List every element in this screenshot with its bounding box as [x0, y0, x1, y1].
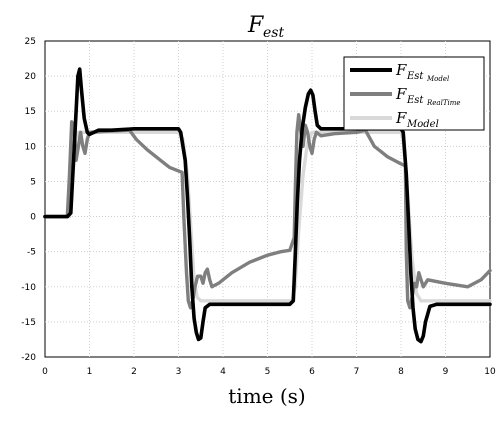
y-tick-label: 0	[30, 213, 36, 223]
y-tick-label: 20	[25, 72, 37, 82]
legend: F Est Model F Est RealTime F Model	[343, 56, 485, 131]
series-line-est-model	[43, 67, 492, 344]
legend-sub2-est-model: Model	[426, 75, 449, 83]
y-tick-label: -15	[21, 318, 36, 328]
x-tick-label: 3	[176, 367, 182, 377]
chart-title-main: F	[247, 13, 264, 38]
x-tick-label: 5	[265, 367, 271, 377]
series-lines	[43, 67, 492, 344]
legend-label-model: F	[395, 109, 407, 127]
legend-item-est-realtime: F Est RealTime	[350, 85, 461, 107]
x-tick-label: 1	[87, 367, 93, 377]
x-tick-label: 7	[354, 367, 360, 377]
chart-title: F est	[247, 13, 284, 41]
y-axis-ticks: 25 20 15 10 5 0 -5 -10 -15 -20	[21, 37, 36, 363]
x-tick-label: 0	[42, 367, 48, 377]
x-axis-label: time (s)	[228, 384, 305, 408]
y-tick-label: 25	[25, 37, 36, 47]
y-tick-label: 15	[25, 107, 36, 117]
x-axis-ticks: 0 1 2 3 4 5 6 7 8 9 10	[42, 367, 496, 377]
y-tick-label: -20	[21, 353, 36, 363]
legend-label-est-realtime: F	[395, 85, 407, 103]
x-tick-label: 10	[484, 367, 496, 377]
y-tick-label: 10	[25, 142, 37, 152]
y-tick-label: 5	[30, 177, 36, 187]
x-tick-label: 6	[309, 367, 315, 377]
y-tick-label: -10	[21, 283, 36, 293]
x-tick-label: 2	[131, 367, 137, 377]
chart-title-sub: est	[263, 25, 284, 41]
legend-item-est-model: F Est Model	[350, 61, 449, 83]
x-tick-label: 9	[443, 367, 449, 377]
legend-sub-model: Model	[406, 119, 439, 130]
legend-item-model: F Model	[350, 109, 439, 130]
x-tick-label: 8	[398, 367, 404, 377]
legend-label-est-model: F	[395, 61, 407, 79]
grid-lines	[45, 41, 490, 357]
legend-sub-est-model: Est	[406, 71, 424, 82]
y-tick-label: -5	[27, 248, 36, 258]
x-tick-label: 4	[220, 367, 226, 377]
legend-sub-est-realtime: Est	[406, 95, 424, 106]
legend-sub2-est-realtime: RealTime	[426, 99, 461, 107]
